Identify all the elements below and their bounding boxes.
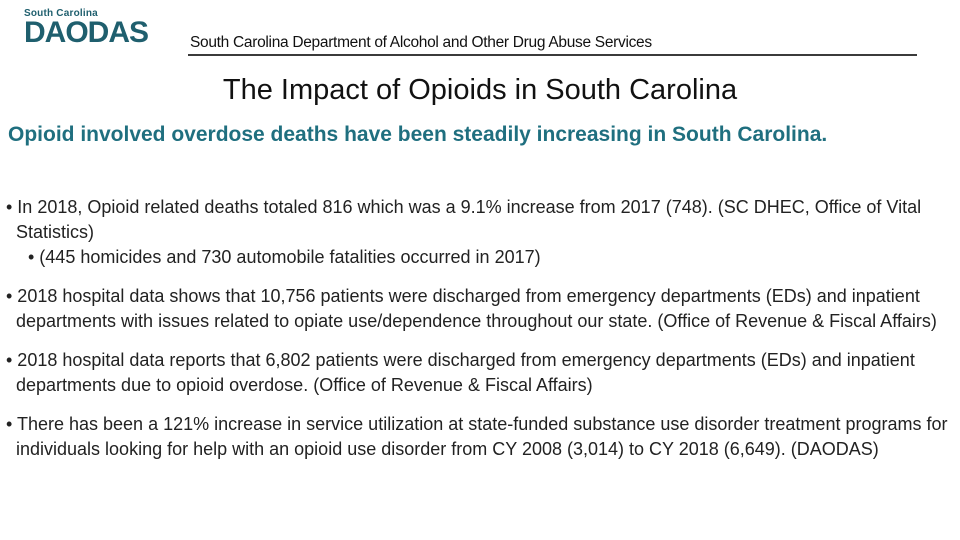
daodas-logo: South Carolina DAODAS (24, 8, 149, 49)
slide-subtitle: Opioid involved overdose deaths have bee… (8, 123, 828, 146)
subbullet-comparison: • (445 homicides and 730 automobile fata… (28, 247, 541, 267)
bullet-service-utilization: • There has been a 121% increase in serv… (6, 414, 948, 459)
bullet-hospital-overdose: • 2018 hospital data reports that 6,802 … (6, 350, 915, 395)
logo-wordmark: DAODAS (24, 16, 149, 49)
bullet-hospital-dependence: • 2018 hospital data shows that 10,756 p… (6, 286, 937, 331)
bullet-list: • In 2018, Opioid related deaths totaled… (6, 195, 951, 462)
department-name: South Carolina Department of Alcohol and… (190, 34, 652, 51)
header-divider (188, 54, 917, 56)
slide-title: The Impact of Opioids in South Carolina (222, 74, 738, 106)
bullet-opioid-deaths: • In 2018, Opioid related deaths totaled… (6, 197, 922, 242)
logo-state-label: South Carolina (24, 8, 98, 19)
